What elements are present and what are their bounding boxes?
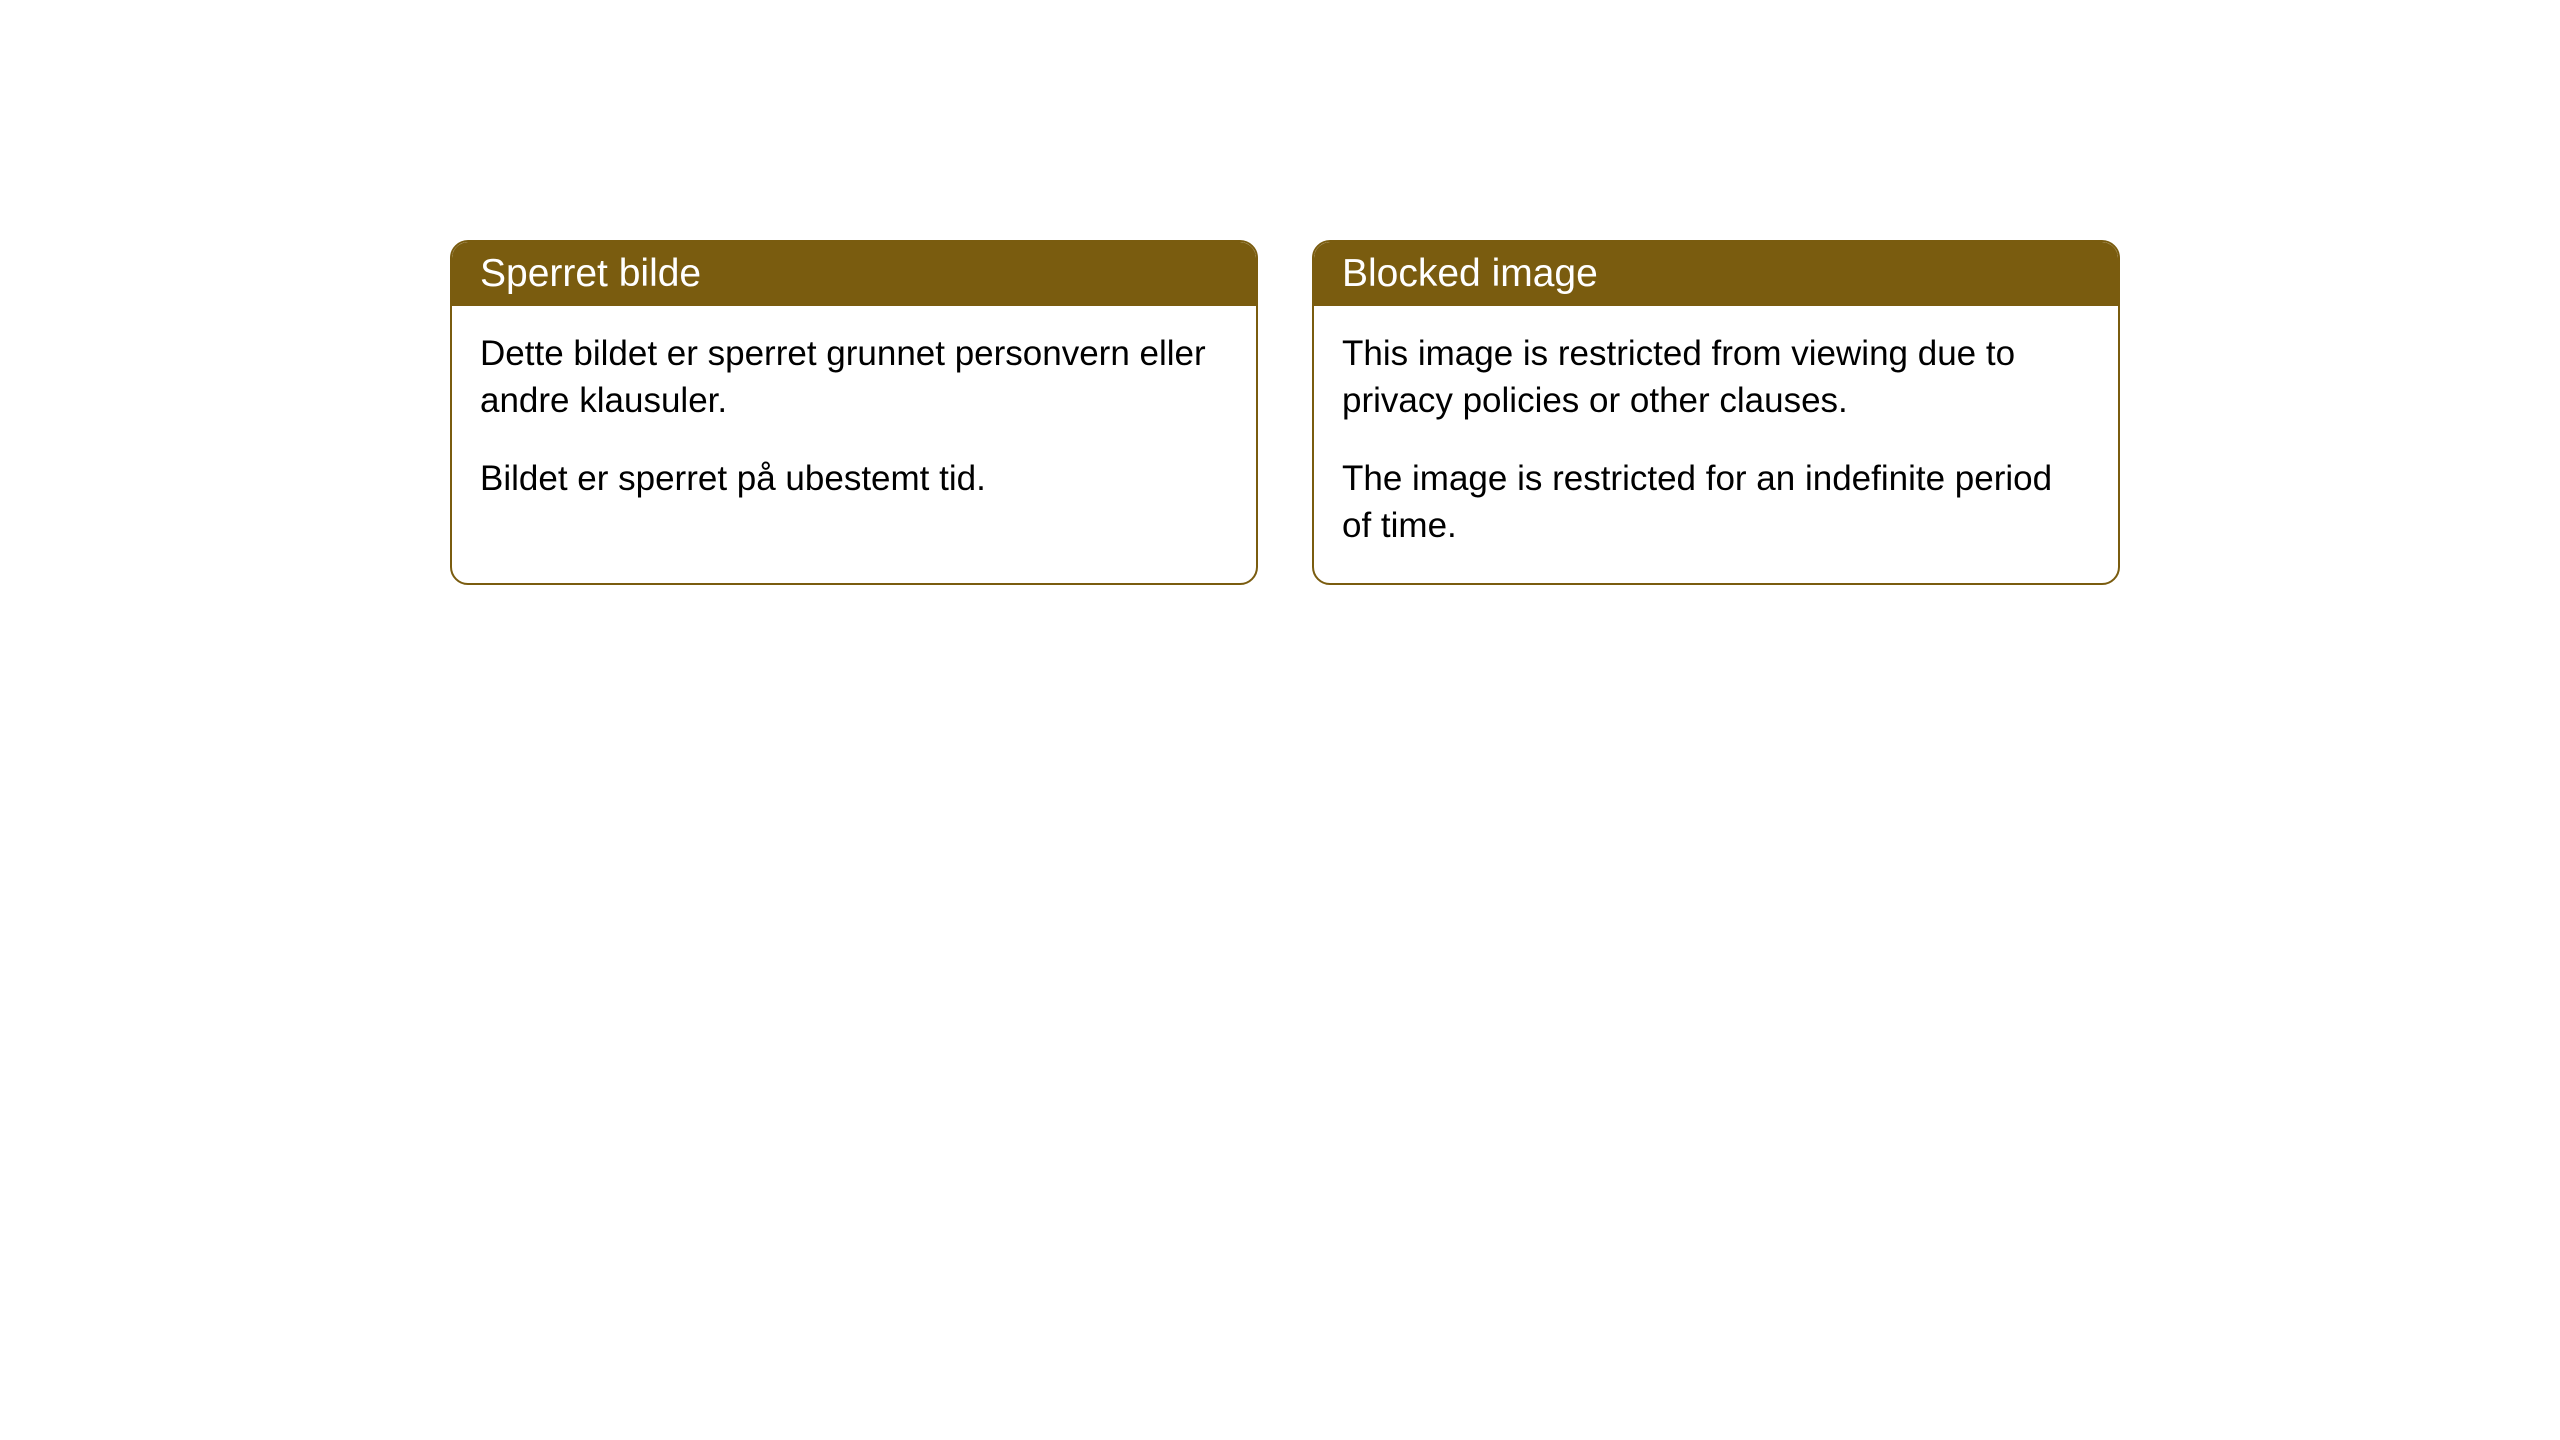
card-title: Sperret bilde <box>480 252 701 295</box>
card-paragraph: Dette bildet er sperret grunnet personve… <box>480 330 1228 425</box>
card-paragraph: The image is restricted for an indefinit… <box>1342 455 2090 550</box>
card-paragraph: This image is restricted from viewing du… <box>1342 330 2090 425</box>
card-body: Dette bildet er sperret grunnet personve… <box>452 306 1256 536</box>
card-header: Sperret bilde <box>452 242 1256 306</box>
card-header: Blocked image <box>1314 242 2118 306</box>
card-paragraph: Bildet er sperret på ubestemt tid. <box>480 455 1228 502</box>
notice-card-english: Blocked image This image is restricted f… <box>1312 240 2120 585</box>
notice-cards-container: Sperret bilde Dette bildet er sperret gr… <box>0 0 2560 585</box>
notice-card-norwegian: Sperret bilde Dette bildet er sperret gr… <box>450 240 1258 585</box>
card-body: This image is restricted from viewing du… <box>1314 306 2118 583</box>
card-title: Blocked image <box>1342 252 1598 295</box>
